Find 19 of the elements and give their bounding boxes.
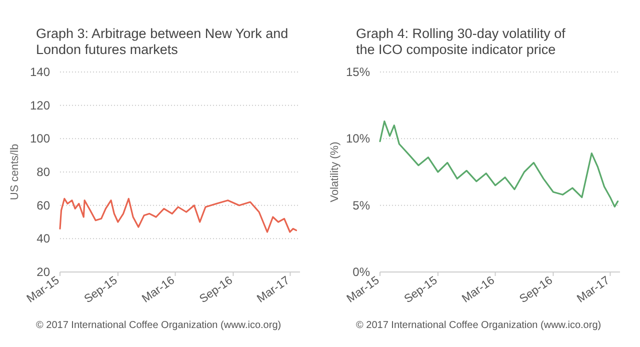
chart-title: Graph 4: Rolling 30-day volatility of the ICO composite indicator price: [356, 26, 566, 57]
y-tick-label: 5%: [352, 198, 370, 212]
text: © 2017 International Coffee Organization (www.ico.org): [36, 320, 282, 331]
y-tick-label: 120: [30, 98, 50, 112]
y-axis-title: Volatility (%): [329, 142, 341, 202]
y-tick-label: 60: [36, 198, 50, 212]
y-tick-label: 140: [30, 65, 50, 79]
y-tick-label: 0%: [352, 265, 370, 279]
y-tick-label: 100: [30, 132, 50, 146]
y-tick-label: 80: [36, 165, 50, 179]
chart-title: Graph 3: Arbitrage between New York and London futures markets: [36, 26, 288, 57]
y-tick-label: 10%: [346, 132, 370, 146]
text: © 2017 International Coffee Organization (www.ico.org): [356, 320, 602, 331]
line-series: [379, 120, 619, 208]
y-tick-label: 15%: [346, 65, 370, 79]
y-tick-label: 40: [36, 232, 50, 246]
y-axis-title: US cents/lb: [9, 144, 21, 200]
line-series: [59, 198, 298, 233]
y-tick-label: 20: [36, 265, 50, 279]
